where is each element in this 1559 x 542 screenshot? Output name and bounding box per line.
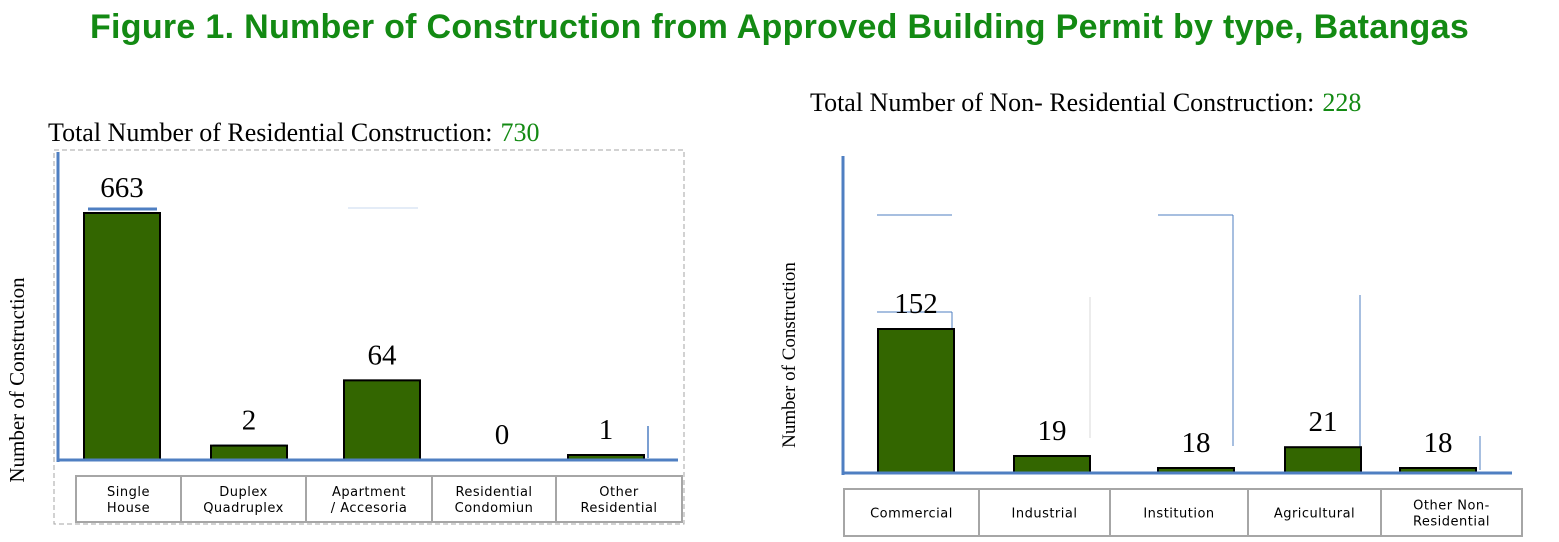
category-label-line: Quadruplex [203, 501, 284, 516]
category-label-residential-4: Other Residential [580, 485, 657, 516]
category-label-line: Duplex [219, 485, 268, 500]
category-label-non_residential-0: Commercial [870, 507, 953, 522]
plot-frame [53, 149, 685, 525]
category-label-line: Apartment [332, 485, 406, 500]
category-label-residential-1: Duplex Quadruplex [203, 485, 284, 516]
value-label-residential-2: 64 [368, 339, 398, 371]
bar-non_residential-0 [877, 328, 955, 474]
category-label-residential-3: Residential Condomiun [455, 485, 534, 516]
category-label-line: Residential [1413, 515, 1490, 530]
category-label-line: Residential [455, 485, 532, 500]
bar-residential-0 [83, 212, 161, 461]
value-label-residential-1: 2 [242, 405, 257, 437]
bar-residential-1 [210, 444, 288, 461]
category-label-line: Condomiun [455, 501, 534, 516]
category-label-line: Other Non- [1413, 499, 1490, 514]
residential-chart: Total Number of Residential Construction… [5, 118, 685, 525]
value-label-residential-3: 0 [495, 419, 510, 451]
category-label-line: Other [599, 485, 639, 500]
category-label-line: Single [107, 485, 150, 500]
category-table [75, 475, 683, 523]
category-label-line: Industrial [1012, 507, 1078, 522]
category-label-line: House [107, 501, 150, 516]
bar-non_residential-1 [1013, 454, 1091, 474]
category-label-line: Commercial [870, 507, 953, 522]
category-label-line: Residential [580, 501, 657, 516]
value-label-non_residential-2: 18 [1182, 427, 1211, 459]
category-label-non_residential-1: Industrial [1012, 507, 1078, 522]
chart-header-total: 730 [500, 118, 539, 147]
category-label-residential-2: Apartment / Accesoria [331, 485, 408, 516]
non_residential-chart: Total Number of Non- Residential Constru… [779, 88, 1523, 537]
y-axis-label: Number of Construction [5, 277, 29, 483]
bar-residential-2 [343, 379, 421, 462]
category-table [843, 488, 1523, 537]
category-label-line: Agricultural [1274, 507, 1355, 522]
value-label-residential-0: 663 [100, 172, 144, 204]
category-label-residential-0: Single House [107, 485, 150, 516]
chart-header-label: Total Number of Residential Construction… [48, 118, 492, 147]
value-label-non_residential-4: 18 [1424, 427, 1453, 459]
category-label-line: / Accesoria [331, 501, 408, 516]
value-label-non_residential-1: 19 [1038, 415, 1067, 447]
chart-header: Total Number of Non- Residential Constru… [810, 88, 1361, 117]
value-label-non_residential-0: 152 [894, 288, 938, 320]
value-label-residential-4: 1 [599, 414, 614, 446]
bar-non_residential-3 [1284, 446, 1362, 475]
category-label-non_residential-3: Agricultural [1274, 507, 1355, 522]
chart-header-label: Total Number of Non- Residential Constru… [810, 88, 1314, 117]
chart-header: Total Number of Residential Construction… [48, 118, 539, 147]
category-label-non_residential-2: Institution [1143, 507, 1214, 522]
chart-header-total: 228 [1322, 88, 1361, 117]
page-title: Figure 1. Number of Construction from Ap… [89, 8, 1470, 46]
y-axis-label: Number of Construction [779, 262, 800, 448]
value-label-non_residential-3: 21 [1309, 406, 1338, 438]
category-label-non_residential-4: Other Non-Residential [1413, 499, 1490, 530]
category-label-line: Institution [1143, 507, 1214, 522]
